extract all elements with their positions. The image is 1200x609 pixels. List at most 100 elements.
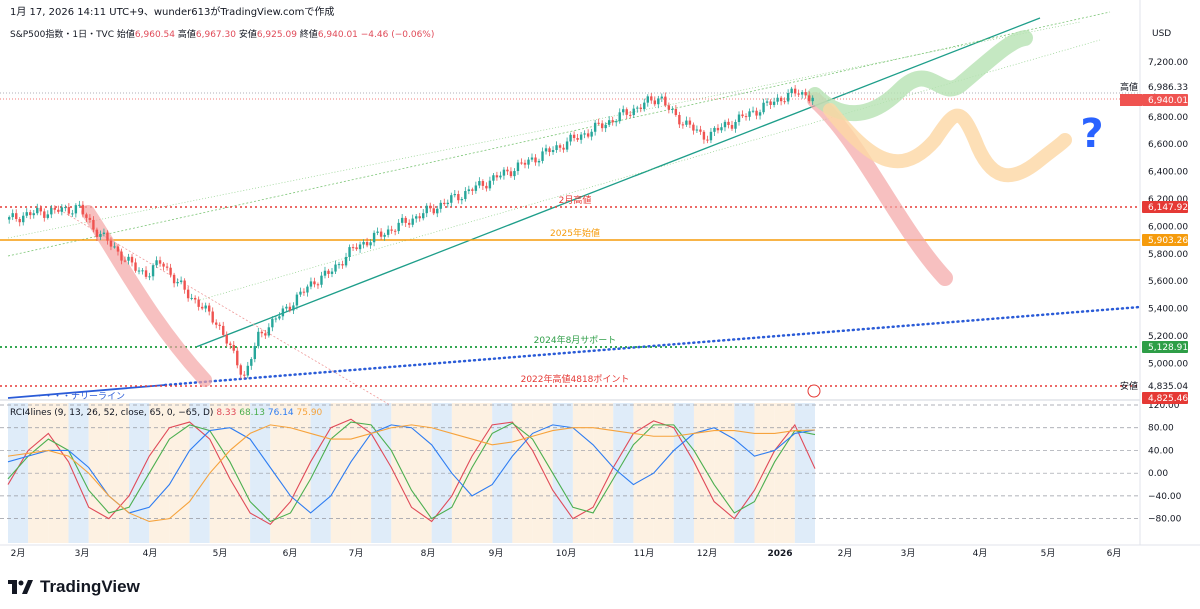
candle-body bbox=[334, 264, 337, 272]
candle-body bbox=[548, 148, 551, 153]
scenario-strokes bbox=[81, 30, 1072, 387]
price-tick: 6,200.00 bbox=[1148, 195, 1188, 205]
currency-label: USD bbox=[1152, 29, 1171, 39]
time-tick: 2月 bbox=[11, 548, 26, 559]
rci-band bbox=[129, 403, 150, 543]
candle-body bbox=[674, 108, 678, 115]
candle-body bbox=[776, 97, 779, 102]
candle-body bbox=[558, 145, 562, 148]
price-tick: 5,000.00 bbox=[1148, 359, 1188, 369]
candle-body bbox=[267, 327, 271, 336]
candle-body bbox=[292, 305, 295, 311]
rci-tick: −80.00 bbox=[1148, 515, 1182, 525]
candle-body bbox=[643, 102, 646, 110]
candle-body bbox=[702, 131, 706, 140]
candle-body bbox=[429, 205, 432, 209]
candle-body bbox=[488, 180, 492, 189]
candle-body bbox=[569, 134, 572, 142]
rci-tick: 80.00 bbox=[1148, 424, 1174, 434]
candle-body bbox=[29, 212, 32, 216]
candle-body bbox=[671, 108, 674, 110]
candle-body bbox=[537, 160, 541, 163]
candle-body bbox=[302, 291, 306, 293]
candle-body bbox=[411, 218, 414, 225]
price-label-box bbox=[1142, 380, 1188, 392]
candle-body bbox=[765, 101, 769, 103]
price-label-box bbox=[1142, 392, 1188, 404]
candle-body bbox=[323, 270, 327, 276]
candle-body bbox=[713, 127, 716, 132]
price-label-value: 5,903.26 bbox=[1148, 236, 1188, 246]
candle-body bbox=[95, 229, 99, 237]
candle-body bbox=[134, 262, 137, 271]
price-tick: 6,800.00 bbox=[1148, 113, 1188, 123]
price-tick: 6,000.00 bbox=[1148, 222, 1188, 232]
rci-band bbox=[472, 403, 493, 543]
candle-body bbox=[692, 124, 695, 131]
time-tick: 3月 bbox=[75, 548, 90, 559]
candle-body bbox=[664, 96, 667, 106]
candle-body bbox=[723, 121, 727, 128]
candle-body bbox=[57, 209, 60, 212]
candle-body bbox=[358, 244, 362, 250]
rci-series-52 bbox=[7, 424, 816, 523]
candle-body bbox=[215, 322, 218, 325]
time-tick: 6月 bbox=[1107, 548, 1122, 559]
candle-body bbox=[415, 216, 418, 219]
candle-body bbox=[285, 306, 288, 309]
rci-band bbox=[794, 403, 815, 543]
rci-series-26 bbox=[7, 424, 816, 514]
candle-body bbox=[534, 157, 537, 163]
candle-body bbox=[278, 316, 281, 319]
candle-body bbox=[734, 122, 737, 129]
candle-body bbox=[74, 205, 78, 214]
chart-timestamp: 1月 17, 2026 14:11 UTC+9、wunder613がTradin… bbox=[10, 7, 335, 18]
candle-body bbox=[471, 189, 474, 191]
candle-body bbox=[590, 131, 593, 137]
candle-body bbox=[253, 346, 257, 360]
candle-body bbox=[365, 241, 369, 246]
candle-body bbox=[636, 107, 639, 109]
rci-lines bbox=[7, 418, 816, 526]
time-tick: 5月 bbox=[1041, 548, 1056, 559]
high-label: 高値 bbox=[177, 30, 196, 40]
support-line-dotted bbox=[163, 305, 1142, 387]
rci-band bbox=[673, 403, 694, 543]
price-tick: 7,200.00 bbox=[1148, 58, 1188, 68]
candle-body bbox=[172, 274, 176, 284]
candle-body bbox=[327, 270, 330, 274]
candle-body bbox=[407, 222, 411, 225]
candle-body bbox=[344, 256, 348, 266]
candle-body bbox=[239, 365, 242, 375]
candle-body bbox=[376, 231, 379, 233]
candle-body bbox=[453, 194, 457, 196]
candle-body bbox=[600, 123, 604, 129]
candle-body bbox=[744, 116, 748, 118]
candle-body bbox=[551, 150, 555, 153]
candle-body bbox=[274, 318, 278, 320]
candle-body bbox=[404, 217, 407, 223]
candle-body bbox=[758, 112, 762, 116]
candle-body bbox=[148, 276, 151, 278]
candle-body bbox=[306, 286, 309, 293]
price-label-box bbox=[1142, 94, 1188, 106]
brand-name: TradingView bbox=[40, 577, 140, 596]
candle-body bbox=[165, 266, 169, 268]
candle-body bbox=[120, 251, 123, 261]
symbol-name[interactable]: S&P500指数・1日・TVC bbox=[10, 30, 115, 40]
candle-body bbox=[183, 280, 186, 290]
price-label-box bbox=[1142, 81, 1188, 93]
rci-tick: 0.00 bbox=[1148, 469, 1168, 479]
candle-body bbox=[660, 96, 664, 99]
candle-body bbox=[260, 331, 264, 334]
candle-body bbox=[597, 122, 600, 124]
rci-band bbox=[149, 403, 170, 543]
candle-body bbox=[151, 265, 155, 277]
candle-body bbox=[46, 214, 49, 218]
candle-body bbox=[144, 270, 148, 277]
candle-body bbox=[320, 275, 323, 285]
rci-tick: 40.00 bbox=[1148, 446, 1174, 456]
candle-body bbox=[457, 194, 460, 201]
candle-body bbox=[330, 271, 334, 274]
